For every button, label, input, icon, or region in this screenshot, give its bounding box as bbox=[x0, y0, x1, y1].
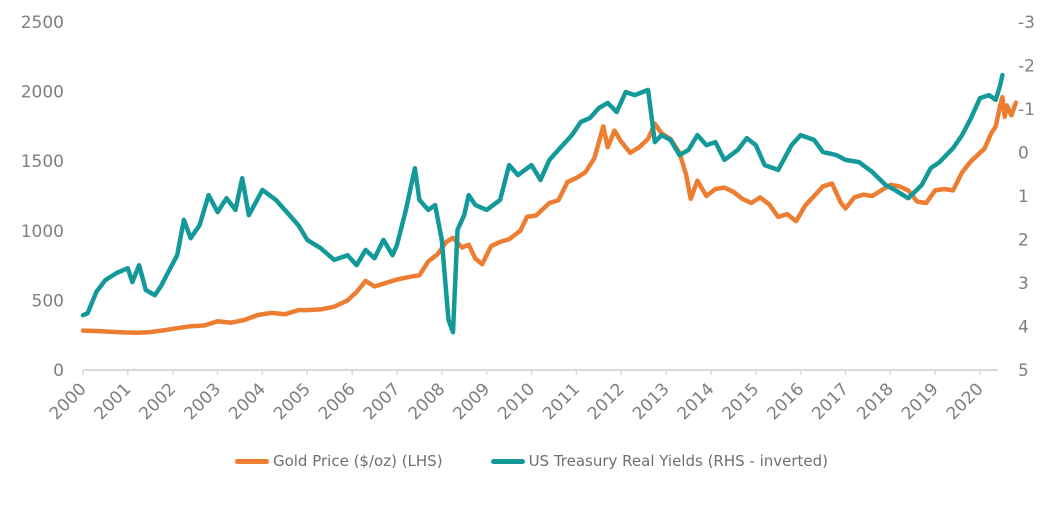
right-tick-label: -3 bbox=[1018, 13, 1035, 33]
left-tick-label: 0 bbox=[53, 361, 64, 381]
left-tick-label: 1500 bbox=[21, 152, 64, 172]
x-tick-label: 2016 bbox=[763, 379, 808, 424]
right-tick-label: 3 bbox=[1018, 274, 1029, 294]
series-line-real-yields bbox=[80, 72, 1005, 335]
legend-swatch-gold bbox=[234, 458, 269, 464]
x-tick-label: 2007 bbox=[360, 379, 405, 424]
x-tick-label: 2013 bbox=[629, 379, 674, 424]
right-tick-label: 0 bbox=[1018, 144, 1029, 164]
x-tick-label: 2010 bbox=[494, 379, 539, 424]
series-layer bbox=[80, 72, 1019, 335]
x-tick-label: 2017 bbox=[808, 379, 853, 424]
x-tick-label: 2018 bbox=[853, 379, 898, 424]
legend-label-gold: Gold Price ($/oz) (LHS) bbox=[272, 452, 443, 470]
x-tick-label: 2001 bbox=[91, 379, 136, 424]
x-tick-label: 2012 bbox=[584, 379, 629, 424]
legend-item-gold: Gold Price ($/oz) (LHS) bbox=[234, 452, 443, 470]
x-tick-label: 2003 bbox=[180, 379, 225, 424]
left-tick-label: 2000 bbox=[21, 83, 64, 103]
x-tick-label: 2015 bbox=[719, 379, 764, 424]
right-tick-label: 4 bbox=[1018, 318, 1029, 338]
x-tick-label: 2004 bbox=[225, 379, 270, 424]
x-tick-label: 2000 bbox=[46, 379, 91, 424]
x-tick-label: 2009 bbox=[449, 379, 494, 424]
x-tick-label: 2020 bbox=[943, 379, 988, 424]
right-tick-label: 5 bbox=[1018, 361, 1029, 381]
legend-item-yields: US Treasury Real Yields (RHS - inverted) bbox=[490, 452, 829, 470]
right-axis-ticks: -3 -2 -1 0 1 2 3 4 5 bbox=[1018, 13, 1035, 381]
left-tick-label: 500 bbox=[32, 291, 64, 311]
x-tick-label: 2011 bbox=[539, 379, 584, 424]
legend-swatch-yields bbox=[490, 458, 525, 464]
legend: Gold Price ($/oz) (LHS) US Treasury Real… bbox=[0, 452, 1063, 470]
right-tick-label: 1 bbox=[1018, 187, 1029, 207]
x-tick-label: 2006 bbox=[315, 379, 360, 424]
right-tick-label: -2 bbox=[1018, 57, 1035, 77]
left-tick-label: 1000 bbox=[21, 222, 64, 242]
x-axis-ticks: 2000 2001 2002 2003 2004 2005 2006 2007 2008 2009… bbox=[46, 370, 988, 424]
series-line-gold-price bbox=[80, 94, 1019, 335]
right-tick-label: -1 bbox=[1018, 100, 1035, 120]
legend-label-yields: US Treasury Real Yields (RHS - inverted) bbox=[528, 452, 829, 470]
right-tick-label: 2 bbox=[1018, 231, 1029, 251]
x-tick-label: 2019 bbox=[898, 379, 943, 424]
x-tick-label: 2008 bbox=[405, 379, 450, 424]
x-tick-label: 2005 bbox=[270, 379, 315, 424]
x-tick-label: 2014 bbox=[674, 379, 719, 424]
left-axis-ticks: 0 500 1000 1500 2000 2500 bbox=[21, 13, 64, 381]
x-tick-label: 2002 bbox=[135, 379, 180, 424]
left-tick-label: 2500 bbox=[21, 13, 64, 33]
